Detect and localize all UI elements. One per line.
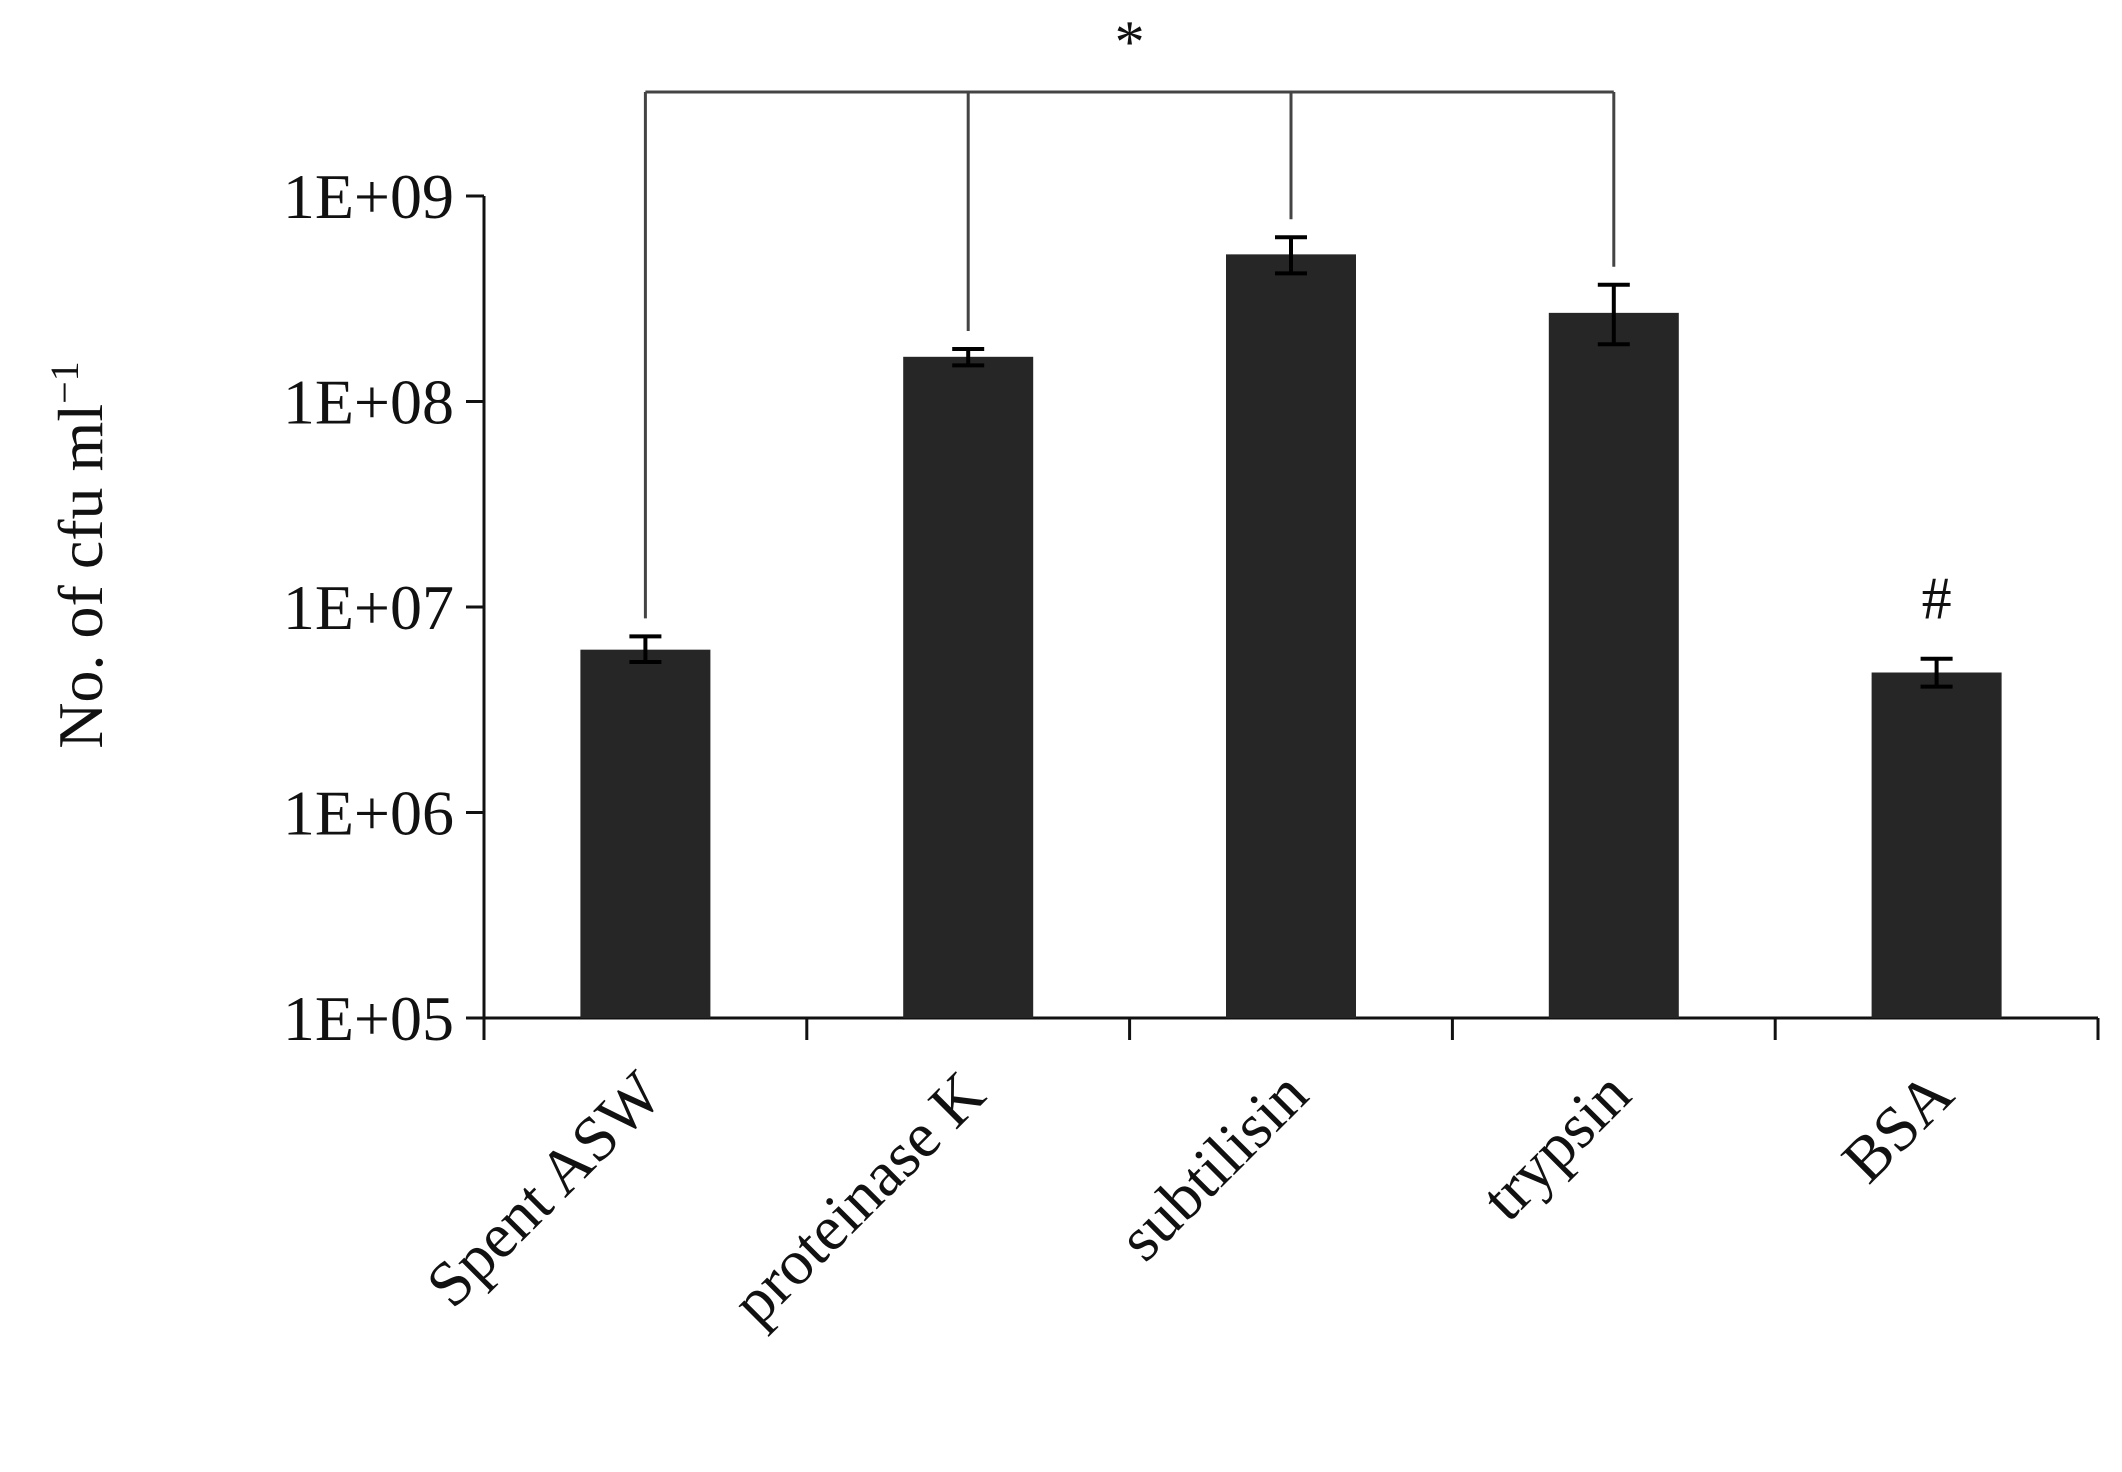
bar-proteinase-k: [903, 356, 1034, 1019]
y-axis-label: No. of cfu ml−1: [42, 361, 116, 748]
y-tick-label: 1E+09: [283, 161, 454, 232]
error-bar: [1597, 282, 1630, 347]
bsa-hash-annotation: #: [1922, 566, 1952, 632]
annotations: *#: [643, 9, 1952, 632]
x-axis: Spent ASW proteinase K subtilisin trypsin BS…: [413, 1016, 2100, 1338]
bar-bsa: [1871, 672, 2002, 1018]
y-tick-label: 1E+08: [283, 367, 454, 438]
bar-subtilisin: [1226, 254, 1356, 1018]
x-category-label: proteinase K: [718, 1058, 998, 1338]
y-tick-label: 1E+07: [283, 572, 454, 643]
x-category-label: BSA: [1828, 1058, 1966, 1196]
y-axis-label-superscript: −1: [42, 361, 87, 404]
error-bar: [1275, 235, 1307, 276]
bar-trypsin: [1548, 312, 1679, 1018]
y-tick-label: 1E+05: [283, 983, 454, 1054]
error-bar: [629, 634, 662, 664]
bars: [580, 254, 2002, 1019]
y-tick-label: 1E+06: [283, 778, 454, 849]
error-bars: [629, 235, 1953, 689]
y-axis: 1E+05 1E+06 1E+07 1E+08 1E+09: [283, 161, 486, 1054]
bar-spent-asw: [580, 649, 711, 1018]
significance-star: *: [1115, 9, 1145, 75]
x-category-label: Spent ASW: [413, 1057, 676, 1320]
x-category-label: subtilisin: [1105, 1058, 1321, 1274]
error-bar: [1920, 656, 1953, 689]
error-bar: [952, 347, 985, 368]
y-axis-label-main: No. of cfu ml: [45, 404, 116, 749]
x-category-label: trypsin: [1468, 1058, 1644, 1234]
